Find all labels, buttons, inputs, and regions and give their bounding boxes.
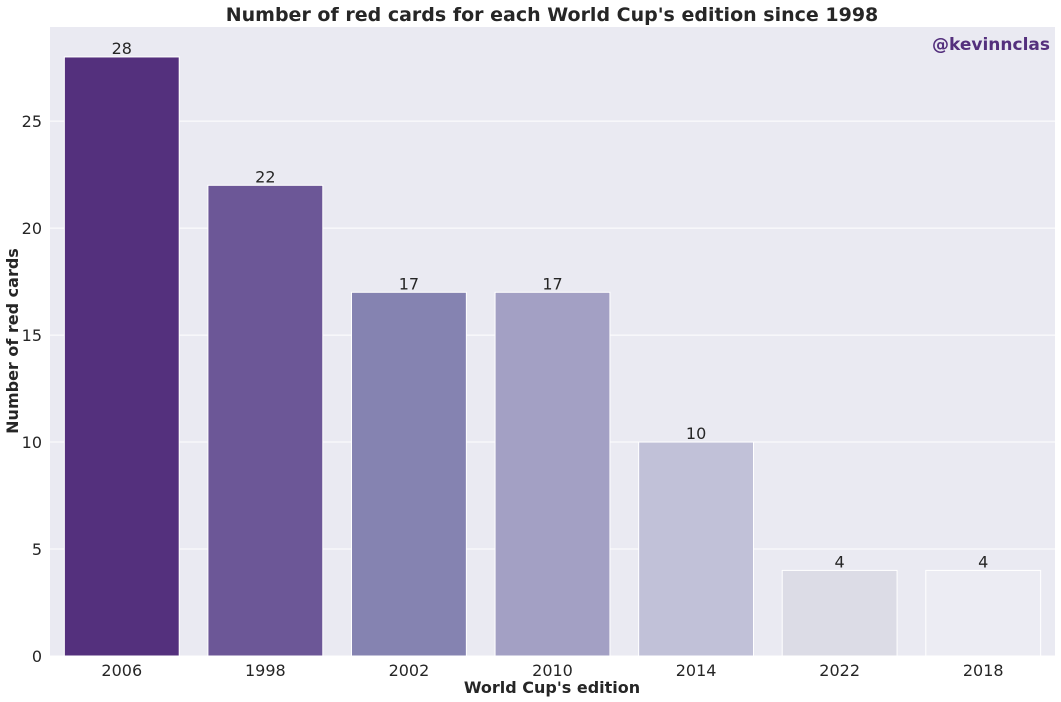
- y-tick-label-25: 25: [22, 112, 42, 131]
- data-label-1998: 22: [255, 167, 275, 186]
- x-tick-label-2002: 2002: [389, 661, 430, 680]
- y-tick-label-0: 0: [32, 647, 42, 666]
- x-tick-label-2018: 2018: [963, 661, 1004, 680]
- x-tick-label-2010: 2010: [532, 661, 573, 680]
- x-axis-title: World Cup's edition: [464, 678, 640, 697]
- x-tick-label-2006: 2006: [101, 661, 142, 680]
- bar-2010: [494, 291, 611, 657]
- data-label-2002: 17: [399, 274, 419, 293]
- x-tick-label-1998: 1998: [245, 661, 286, 680]
- y-tick-labels: 0 5 10 15 20 25: [22, 112, 42, 666]
- bar-2014: [638, 441, 755, 657]
- bar-1998: [207, 184, 324, 657]
- data-label-2010: 17: [542, 274, 562, 293]
- x-tick-label-2022: 2022: [819, 661, 860, 680]
- chart-title: Number of red cards for each World Cup's…: [226, 4, 879, 26]
- x-tick-labels: 2006 1998 2002 2010 2014 2022 2018: [101, 661, 1003, 680]
- data-label-2006: 28: [112, 39, 132, 58]
- bars: [63, 56, 1042, 657]
- bar-2022: [781, 569, 898, 657]
- y-tick-label-15: 15: [22, 326, 42, 345]
- watermark-handle: @kevinnclas: [932, 35, 1050, 55]
- data-label-2022: 4: [835, 552, 845, 571]
- bar-2006: [63, 56, 180, 657]
- x-tick-label-2014: 2014: [676, 661, 717, 680]
- bar-2002: [351, 291, 467, 657]
- y-tick-label-10: 10: [22, 433, 42, 452]
- bar-2018: [925, 569, 1042, 657]
- y-axis-title: Number of red cards: [3, 248, 22, 434]
- y-tick-label-5: 5: [32, 540, 42, 559]
- data-labels: 28 22 17 17 10 4 4: [112, 39, 989, 571]
- y-tick-label-20: 20: [22, 219, 42, 238]
- data-label-2018: 4: [978, 552, 988, 571]
- data-label-2014: 10: [686, 424, 706, 443]
